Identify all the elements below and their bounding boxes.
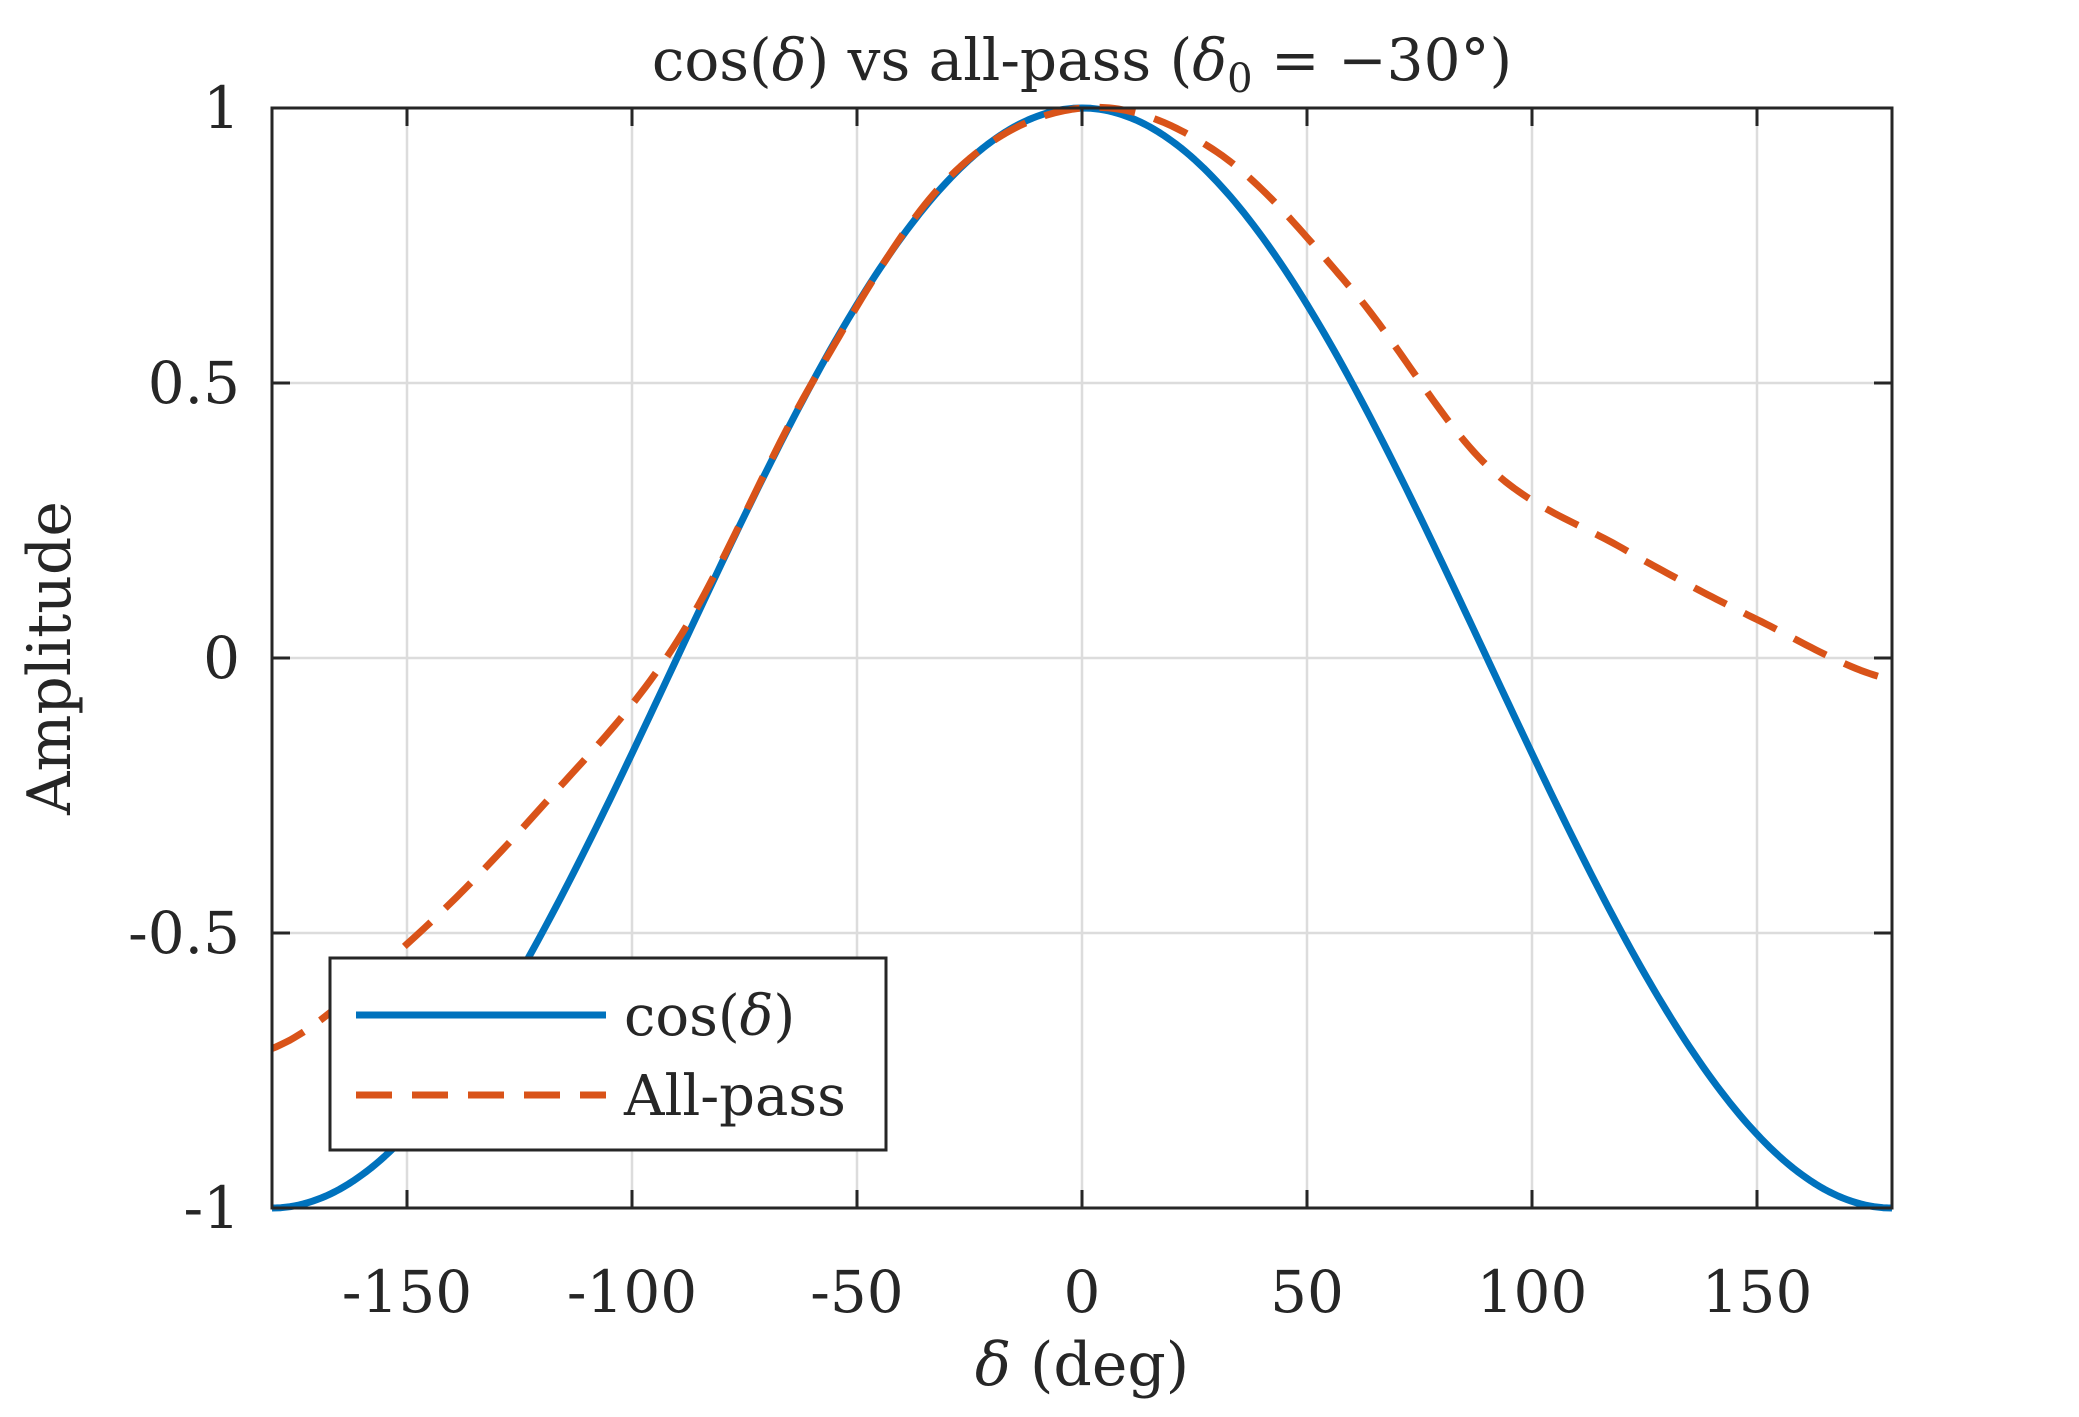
legend-box — [328, 956, 888, 1152]
y-tick-label: -0.5 — [128, 899, 240, 967]
x-tick-label: -50 — [810, 1258, 903, 1326]
x-tick-label: 0 — [1064, 1258, 1101, 1326]
x-tick-label: 100 — [1477, 1258, 1588, 1326]
y-tick-label: 1 — [203, 74, 240, 142]
x-tick-label: -150 — [342, 1258, 472, 1326]
allpass-series-line — [270, 103, 1893, 1052]
x-tick-label: -100 — [567, 1258, 697, 1326]
y-tick-label: 0 — [203, 624, 240, 692]
y-axis-label: Amplitude — [15, 501, 85, 816]
ticks — [272, 106, 1892, 1210]
tick-labels: -150 -100 -50 0 50 100 150 -1 -0.5 0 0.5 1 — [128, 74, 1812, 1326]
y-tick-label: -1 — [184, 1174, 241, 1242]
legend-label-allpass: All-pass — [623, 1064, 846, 1129]
legend: cos(δ) All-pass — [328, 956, 888, 1152]
x-axis-label: δ (deg) — [975, 1330, 1189, 1400]
x-tick-label: 50 — [1270, 1258, 1344, 1326]
x-tick-label: 150 — [1702, 1258, 1813, 1326]
chart-title: cos(δ) vs all-pass (δ0 = −30°) — [652, 26, 1512, 102]
legend-label-cos: cos(δ) — [624, 984, 795, 1049]
y-tick-label: 0.5 — [148, 349, 240, 417]
